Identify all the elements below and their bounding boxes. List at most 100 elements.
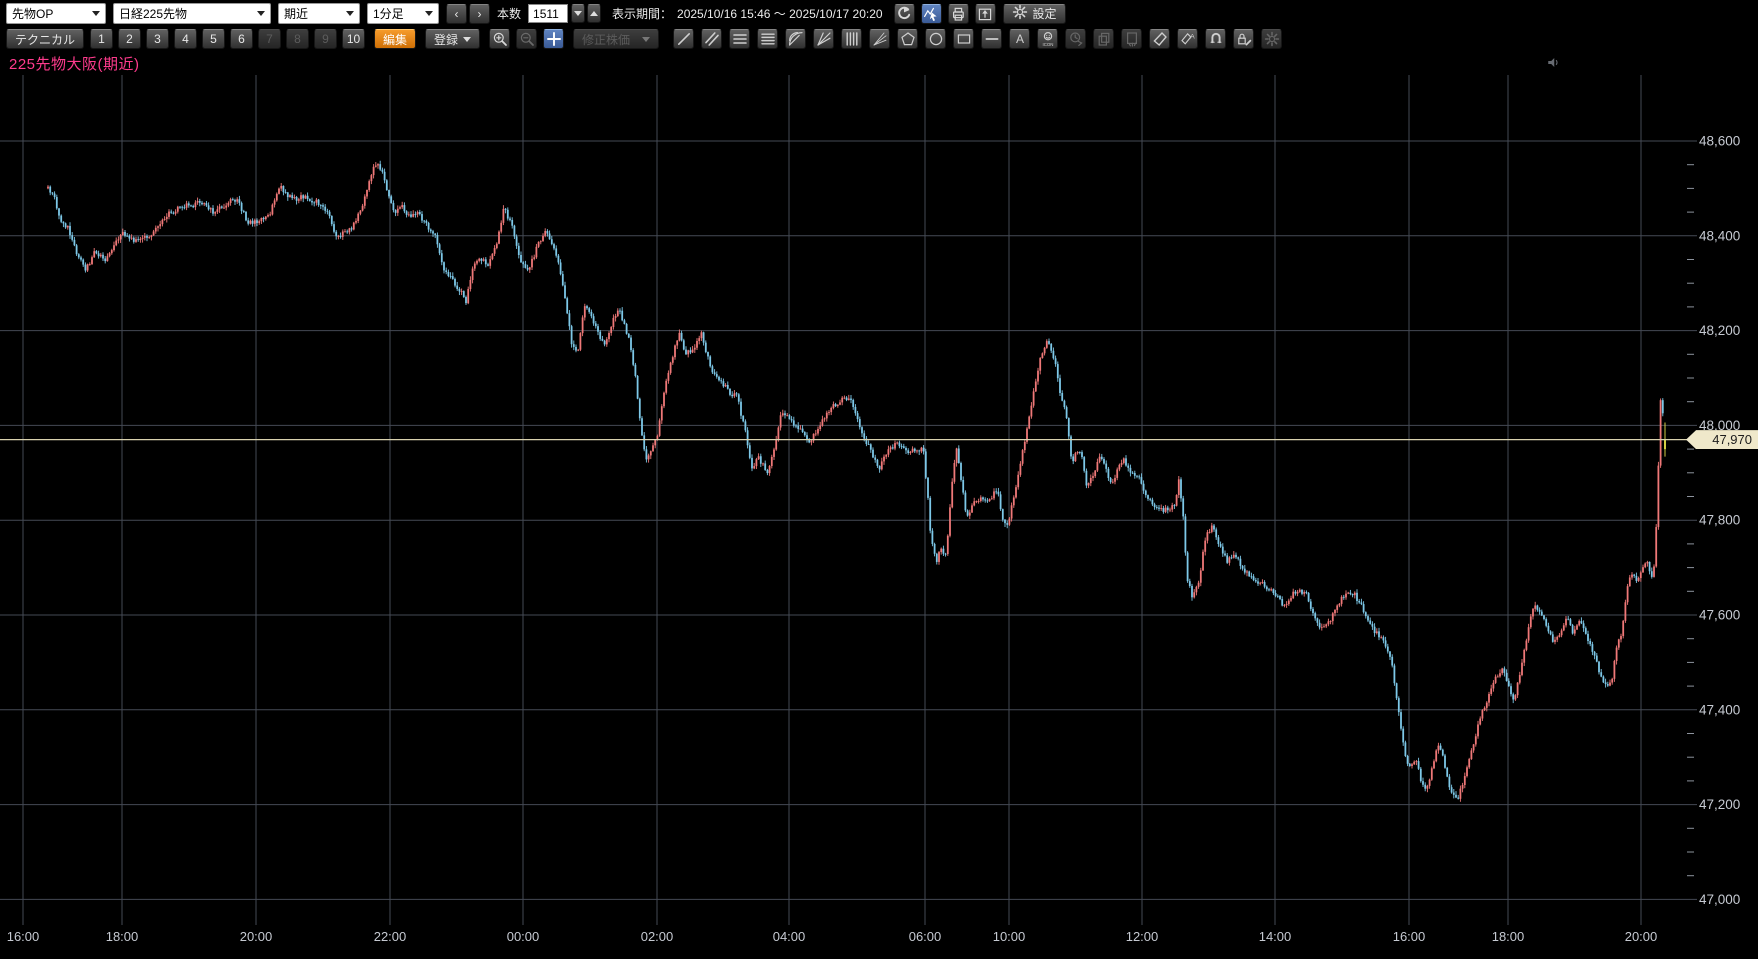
spinner-down-icon — [574, 11, 583, 16]
svg-text:48,600: 48,600 — [1699, 134, 1740, 149]
svg-text:47,600: 47,600 — [1699, 608, 1740, 623]
speed-lines-tool-button[interactable] — [869, 29, 891, 49]
chevron-down-icon — [92, 11, 100, 16]
zoom-in-button[interactable] — [489, 29, 511, 49]
chart-symbol-title: 225先物大阪(期近) — [9, 56, 140, 73]
alert-speaker-icon[interactable] — [1546, 55, 1561, 75]
svg-text:48,000: 48,000 — [1699, 418, 1740, 433]
svg-text:02:00: 02:00 — [641, 929, 674, 944]
svg-text:12:00: 12:00 — [1126, 929, 1159, 944]
preset-2-button[interactable]: 2 — [118, 29, 142, 49]
magnet-tool-button[interactable] — [1205, 29, 1227, 49]
pentagon-tool-button[interactable] — [897, 29, 919, 49]
bar-count-increase-button[interactable] — [587, 4, 602, 23]
undo-button[interactable] — [893, 3, 915, 24]
svg-text:48,200: 48,200 — [1699, 323, 1740, 338]
printer-button[interactable] — [947, 3, 969, 24]
trendline-tool-button[interactable] — [673, 29, 695, 49]
time-axis-labels: 16:00 18:00 20:00 22:00 00:00 02:00 04:00 06:00… — [7, 929, 1658, 944]
svg-text:22:00: 22:00 — [374, 929, 407, 944]
vertical-lines-tool-button[interactable] — [841, 29, 863, 49]
interval-select[interactable]: 1分足 — [367, 3, 439, 24]
svg-text:47,000: 47,000 — [1699, 892, 1740, 907]
next-bars-button[interactable]: › — [469, 3, 490, 24]
select-hand-tool-button[interactable] — [1121, 29, 1143, 49]
contract-select[interactable]: 期近 — [278, 3, 360, 24]
crosshair-button[interactable] — [543, 29, 565, 49]
candles — [47, 160, 1666, 802]
svg-text:20:00: 20:00 — [240, 929, 273, 944]
top-icon-buttons — [893, 3, 996, 24]
svg-text:A: A — [1016, 32, 1024, 46]
preset-5-button[interactable]: 5 — [202, 29, 226, 49]
fibonacci-retracement-tool-button[interactable] — [757, 29, 779, 49]
chevron-down-icon — [642, 36, 651, 42]
icon-stamp-tool-button[interactable]: ICON — [1037, 29, 1059, 49]
eraser-tool-button[interactable] — [1149, 29, 1171, 49]
horizontal-segment-tool-button[interactable] — [981, 29, 1003, 49]
technical-preset-buttons: 1 2 3 4 5 6 7 8 9 10 — [90, 29, 366, 49]
text-tool-button[interactable]: A — [1009, 29, 1031, 49]
price-gridlines — [0, 140, 1697, 900]
market-select-value: 先物OP — [12, 7, 54, 21]
period-value: 2025/10/16 15:46 ～ 2025/10/17 20:20 — [677, 7, 883, 21]
svg-text:10:00: 10:00 — [993, 929, 1026, 944]
svg-text:16:00: 16:00 — [1393, 929, 1426, 944]
svg-text:18:00: 18:00 — [106, 929, 139, 944]
bar-count-input[interactable] — [528, 4, 569, 23]
svg-text:47,400: 47,400 — [1699, 702, 1740, 717]
eraser-all-tool-button[interactable]: A — [1177, 29, 1199, 49]
bar-count-decrease-button[interactable] — [571, 4, 586, 23]
gann-arc-tool-button[interactable] — [785, 29, 807, 49]
svg-text:18:00: 18:00 — [1492, 929, 1525, 944]
adjusted-price-select[interactable]: 修正株価 — [573, 29, 660, 49]
svg-text:00:00: 00:00 — [507, 929, 540, 944]
market-select[interactable]: 先物OP — [6, 3, 106, 24]
preset-4-button[interactable]: 4 — [174, 29, 198, 49]
settings-button[interactable]: 設定 — [1002, 3, 1066, 24]
preset-8-button[interactable]: 8 — [286, 29, 310, 49]
svg-text:47,800: 47,800 — [1699, 513, 1740, 528]
drawing-settings-tool-button[interactable] — [1261, 29, 1283, 49]
bar-count-label: 本数 — [497, 7, 522, 21]
preset-6-button[interactable]: 6 — [230, 29, 254, 49]
svg-text:48,400: 48,400 — [1699, 228, 1740, 243]
preset-9-button[interactable]: 9 — [314, 29, 338, 49]
current-price-value: 47,970 — [1712, 432, 1752, 448]
copy-object-tool-button[interactable] — [1093, 29, 1115, 49]
chevron-down-icon — [425, 11, 433, 16]
parallel-lines-tool-button[interactable] — [701, 29, 723, 49]
zoom-out-button[interactable] — [516, 29, 538, 49]
edit-button[interactable]: 編集 — [374, 29, 417, 49]
current-price-badge: 47,970 — [1686, 430, 1758, 450]
popout-button[interactable] — [974, 3, 996, 24]
symbol-select[interactable]: 日経225先物 — [113, 3, 271, 24]
svg-text:20:00: 20:00 — [1625, 929, 1658, 944]
chevron-down-icon — [463, 36, 472, 42]
chevron-down-icon — [346, 11, 354, 16]
register-label: 登録 — [434, 32, 459, 47]
price-axis-labels: 48,600 48,400 48,200 48,000 47,800 47,600 47,4… — [1687, 134, 1740, 907]
horizontal-lines-tool-button[interactable] — [729, 29, 751, 49]
technical-button[interactable]: テクニカル — [6, 29, 85, 49]
ellipse-tool-button[interactable] — [925, 29, 947, 49]
preset-7-button[interactable]: 7 — [258, 29, 282, 49]
lock-edit-tool-button[interactable] — [1233, 29, 1255, 49]
time-shift-tool-button[interactable] — [1065, 29, 1087, 49]
gear-icon — [1012, 4, 1028, 23]
preset-1-button[interactable]: 1 — [90, 29, 114, 49]
gann-fan-tool-button[interactable] — [813, 29, 835, 49]
svg-text:A: A — [1190, 34, 1195, 41]
preset-3-button[interactable]: 3 — [146, 29, 170, 49]
svg-text:16:00: 16:00 — [7, 929, 40, 944]
svg-text:ICON: ICON — [1042, 42, 1053, 47]
register-button[interactable]: 登録 — [425, 29, 481, 49]
preset-10-button[interactable]: 10 — [342, 29, 366, 49]
chart-pointer-button[interactable] — [920, 3, 942, 24]
svg-text:06:00: 06:00 — [909, 929, 942, 944]
period-label: 表示期間： — [612, 7, 673, 21]
rectangle-tool-button[interactable] — [953, 29, 975, 49]
prev-bars-button[interactable]: ‹ — [446, 3, 467, 24]
svg-text:14:00: 14:00 — [1259, 929, 1292, 944]
